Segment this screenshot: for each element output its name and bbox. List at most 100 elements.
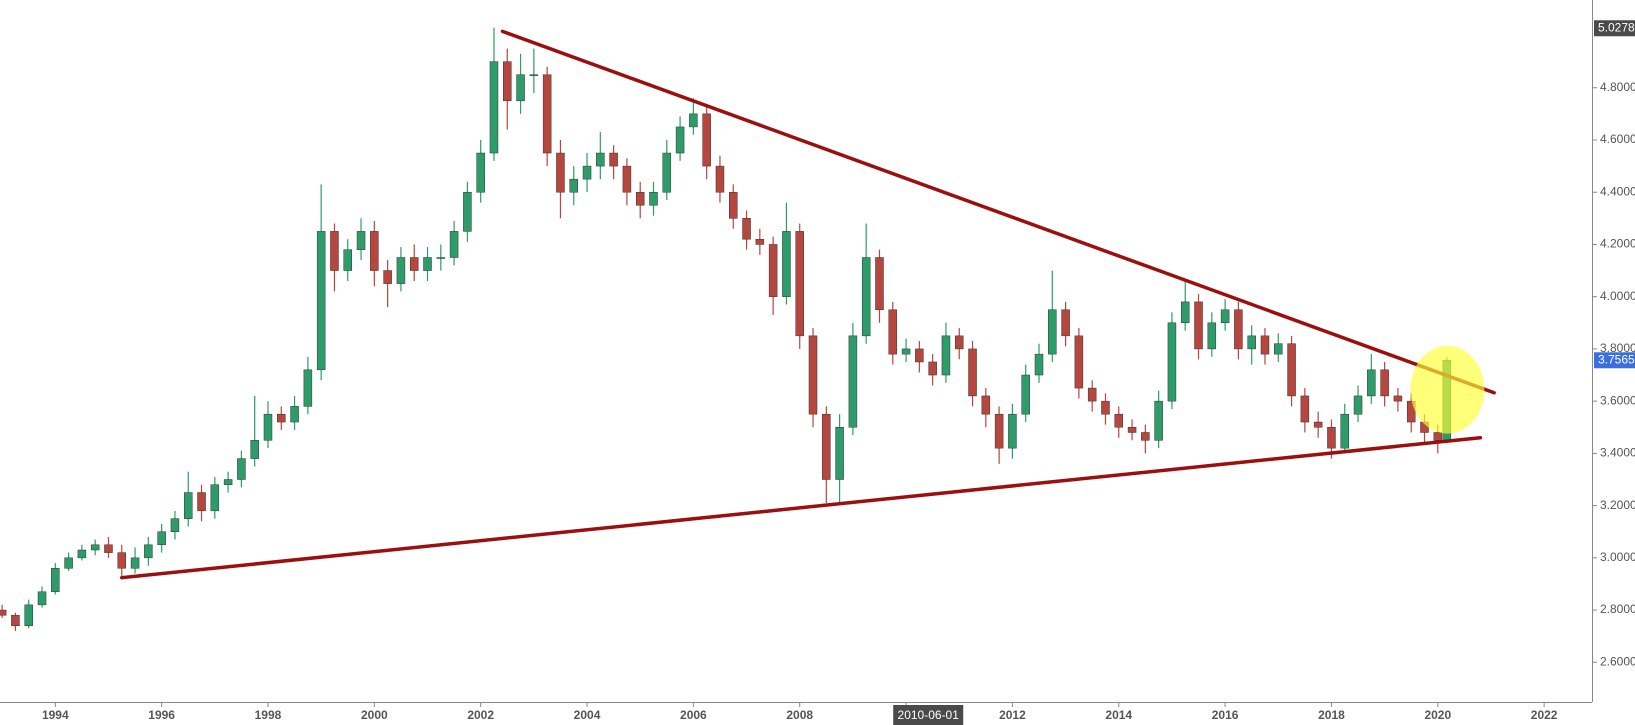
candle-body xyxy=(556,152,565,193)
candle-body xyxy=(1234,309,1243,350)
candle-body xyxy=(1048,309,1057,355)
x-tick-label: 2002 xyxy=(467,708,494,722)
candle-body xyxy=(1274,343,1283,355)
candle-body xyxy=(0,609,7,616)
candle-body xyxy=(11,615,20,626)
x-tick-label: 2008 xyxy=(786,708,813,722)
candle-body xyxy=(1087,387,1097,402)
candle-body xyxy=(662,152,672,193)
candle-body xyxy=(1101,400,1110,415)
x-tick-label: 1994 xyxy=(42,708,69,722)
candle-body xyxy=(1367,369,1376,397)
candle-body xyxy=(51,568,60,593)
candle-body xyxy=(409,257,419,271)
candle-body xyxy=(503,61,512,102)
candle-body xyxy=(1340,413,1349,449)
x-tick-label: 1996 xyxy=(148,708,175,722)
candle-body xyxy=(343,249,353,271)
candle-body xyxy=(24,604,33,626)
candle-body xyxy=(237,458,246,480)
candle-body xyxy=(649,191,658,206)
candle-body xyxy=(117,552,127,569)
y-tick-label: 3.8000 xyxy=(1600,341,1635,355)
candle-body xyxy=(263,413,273,441)
candle-body xyxy=(808,335,818,415)
y-tick-label: 3.0000 xyxy=(1600,550,1635,564)
candle-body xyxy=(596,152,605,167)
candle-body xyxy=(848,335,858,428)
candle-body xyxy=(90,544,100,551)
x-tick-label: 2000 xyxy=(361,708,388,722)
y-tick-label: 2.6000 xyxy=(1600,654,1635,668)
candle-body xyxy=(1034,353,1044,376)
candle-body xyxy=(635,191,645,206)
candle-body xyxy=(755,238,765,245)
candle-body xyxy=(1406,400,1416,423)
candle-body xyxy=(622,165,632,193)
candle-body xyxy=(1313,421,1323,428)
price-label: 3.7565 xyxy=(1598,352,1635,366)
candle-body xyxy=(476,152,485,193)
candle-body xyxy=(1127,427,1137,433)
candle-body xyxy=(954,335,964,350)
highlight-ellipse xyxy=(1410,345,1485,434)
price-label: 5.0278 xyxy=(1598,20,1635,34)
candle-body xyxy=(104,544,113,553)
candle-body xyxy=(968,348,977,397)
candle-body xyxy=(888,309,898,355)
candle-body xyxy=(356,231,366,250)
candle-body xyxy=(1194,301,1203,350)
y-tick-label: 2.8000 xyxy=(1600,602,1635,616)
candle-body xyxy=(157,531,166,546)
candle-body xyxy=(489,61,499,154)
candle-body xyxy=(183,492,193,519)
price-label-box xyxy=(1594,352,1635,369)
candle-body xyxy=(1008,413,1017,449)
crosshair-date-label: 2010-06-01 xyxy=(898,708,960,722)
candle-body xyxy=(1074,335,1084,389)
x-tick-label: 2022 xyxy=(1531,708,1558,722)
candle-body xyxy=(37,591,47,606)
candle-body xyxy=(463,191,472,232)
candle-body xyxy=(1207,322,1217,350)
x-tick-label: 2018 xyxy=(1318,708,1345,722)
candle-body xyxy=(144,544,153,559)
candle-body xyxy=(1180,301,1190,324)
candle-body xyxy=(582,165,592,180)
candle-body xyxy=(370,231,379,271)
candle-body xyxy=(822,413,831,480)
candle-body xyxy=(609,152,618,167)
candle-body xyxy=(981,395,991,415)
price-label-box xyxy=(1594,20,1635,37)
x-tick-label: 2006 xyxy=(680,708,707,722)
x-tick-label: 2016 xyxy=(1212,708,1239,722)
candle-body xyxy=(1300,395,1310,423)
candle-body xyxy=(1061,309,1070,337)
candle-body xyxy=(516,74,525,102)
candle-body xyxy=(210,484,220,512)
candle-body xyxy=(569,178,578,193)
candle-body xyxy=(768,244,778,297)
candle-body xyxy=(1167,322,1177,402)
candle-body xyxy=(1287,343,1296,397)
candle-body xyxy=(702,113,711,167)
candle-body xyxy=(303,369,313,407)
candle-body xyxy=(1154,400,1163,441)
candle-body xyxy=(383,270,392,284)
candle-body xyxy=(250,440,259,459)
x-tick-label: 2004 xyxy=(574,708,601,722)
candle-body xyxy=(729,191,738,219)
candle-body xyxy=(1327,427,1336,449)
candle-body xyxy=(1021,374,1030,415)
candle-body xyxy=(1114,413,1124,428)
candle-body xyxy=(1353,395,1363,415)
candle-body xyxy=(170,518,180,532)
candle-body xyxy=(1220,309,1230,324)
trendline xyxy=(120,435,1483,580)
candle-body xyxy=(197,492,206,512)
candle-body xyxy=(223,479,233,485)
candle-body xyxy=(928,361,937,376)
candle-body xyxy=(1380,369,1389,397)
candle-body xyxy=(542,74,552,154)
y-tick-label: 4.8000 xyxy=(1600,80,1635,94)
